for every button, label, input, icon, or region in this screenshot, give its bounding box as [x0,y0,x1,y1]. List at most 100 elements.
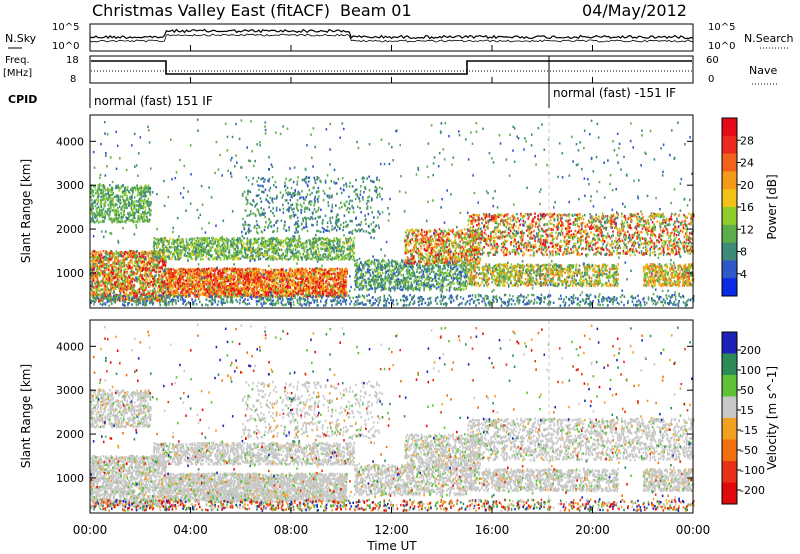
power-mark [313,270,316,273]
power-mark [241,277,243,280]
power-mark [332,279,334,283]
power-mark [282,239,285,243]
power-mark [224,280,226,283]
power-mark [207,280,210,283]
power-mark [325,294,328,297]
power-mark [135,259,137,263]
power-mark [288,283,291,286]
power-mark [92,258,95,261]
power-mark [237,276,240,280]
power-mark [327,293,330,296]
power-mark [125,256,127,259]
power-mark [187,255,190,258]
power-mark [182,268,185,271]
power-mark [174,277,176,281]
power-mark [268,291,270,294]
noise-tick-bottom-left: 10^0 [52,41,79,52]
power-mark [126,272,129,275]
power-mark [253,250,256,253]
power-mark [230,256,232,260]
power-mark [312,287,315,290]
power-mark [316,277,319,280]
power-mark [223,256,226,260]
power-mark [115,250,118,253]
power-mark [292,247,295,251]
power-mark [294,243,297,246]
power-mark [312,275,315,278]
power-mark [100,253,103,256]
power-mark [104,272,106,275]
power-mark [318,281,321,284]
power-mark [191,274,193,278]
power-mark [94,265,97,268]
power-mark [280,276,282,279]
power-mark [159,250,162,254]
power-mark [269,287,271,290]
power-mark [274,291,276,295]
power-mark [319,269,322,273]
power-mark [281,275,283,278]
power-mark [232,269,234,272]
power-mark [130,284,133,287]
power-mark [314,256,317,259]
power-mark [249,268,251,271]
power-mark [254,278,256,282]
power-mark [162,280,165,283]
power-mark [144,293,147,296]
power-mark [273,255,276,259]
power-mark [277,272,279,276]
power-mark [91,260,93,263]
power-mark [206,277,208,280]
power-mark [124,271,126,274]
power-mark [167,247,169,250]
power-mark [337,278,340,282]
power-mark [341,245,344,249]
power-mark [229,288,231,291]
noise-tick-top-right: 10^5 [708,22,735,33]
power-mark [92,262,95,265]
power-mark [225,272,227,275]
power-mark [259,257,262,260]
power-mark [155,274,157,277]
power-mark [150,265,152,268]
power-mark [107,257,109,260]
power-mark [136,276,138,279]
power-mark [243,287,246,290]
power-mark [268,279,270,282]
power-mark [257,272,259,275]
power-mark [105,275,107,279]
power-mark [223,278,226,281]
power-mark [102,256,104,259]
power-mark [149,260,151,263]
power-mark [311,287,313,291]
power-mark [164,274,166,277]
power-mark [98,272,101,275]
power-mark [342,284,344,288]
power-mark [313,236,316,240]
power-mark [326,242,329,246]
power-mark [304,288,306,291]
power-mark [276,244,278,247]
power-mark [228,257,231,260]
power-mark [188,283,190,286]
power-mark [278,292,281,295]
power-mark [229,282,232,286]
power-mark [197,275,199,278]
power-mark [295,285,298,288]
power-mark [311,291,313,295]
power-mark [203,250,205,254]
power-mark [146,261,149,264]
power-mark [211,267,214,270]
power-mark [185,270,187,274]
power-mark [92,263,95,267]
power-mark [92,256,95,259]
power-mark [122,255,124,258]
power-mark [233,251,235,255]
power-mark [158,266,161,269]
power-mark [186,258,189,261]
power-mark [229,274,231,278]
power-mark [239,257,242,260]
power-mark [253,267,256,270]
power-mark [114,284,116,287]
power-mark [289,249,291,252]
